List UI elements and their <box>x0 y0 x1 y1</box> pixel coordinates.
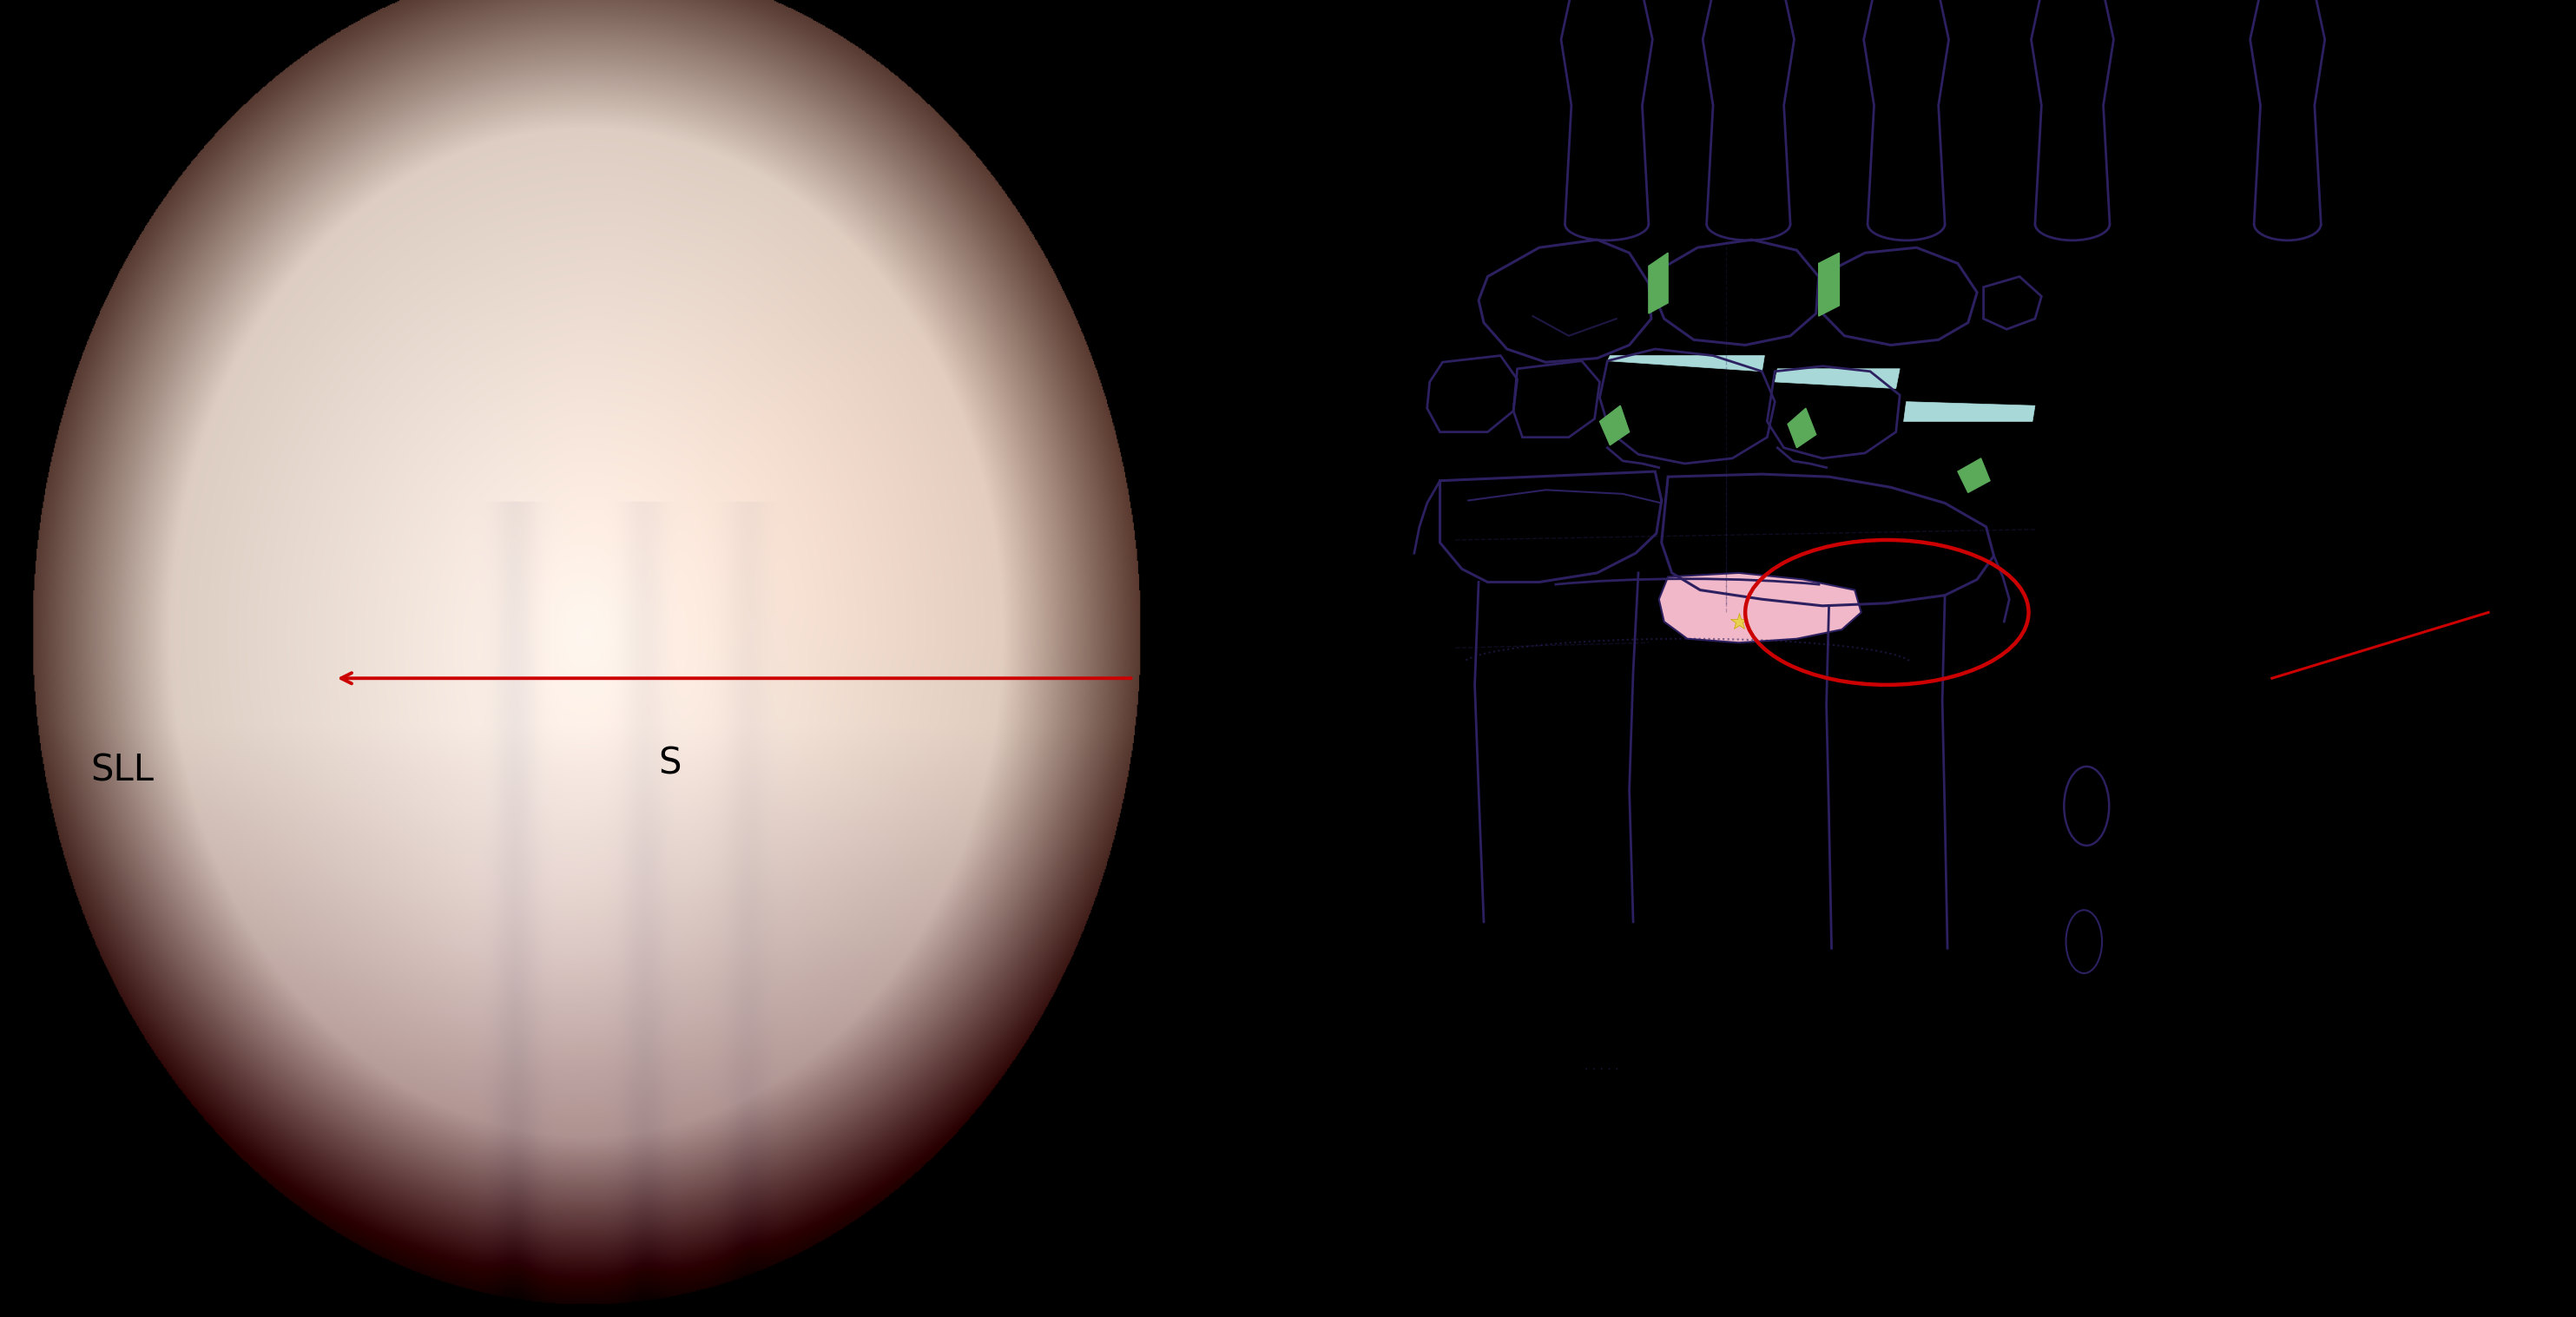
Text: . . . . .: . . . . . <box>1584 1060 1618 1072</box>
Text: S: S <box>659 745 680 782</box>
Polygon shape <box>1819 253 1839 316</box>
Polygon shape <box>1659 573 1862 643</box>
Polygon shape <box>1958 458 1991 493</box>
Polygon shape <box>1788 408 1816 448</box>
Polygon shape <box>1607 356 1765 371</box>
Polygon shape <box>1649 253 1669 313</box>
Polygon shape <box>1904 402 2035 421</box>
Text: SLL: SLL <box>90 752 155 789</box>
Polygon shape <box>1775 369 1901 389</box>
Polygon shape <box>1600 406 1631 445</box>
